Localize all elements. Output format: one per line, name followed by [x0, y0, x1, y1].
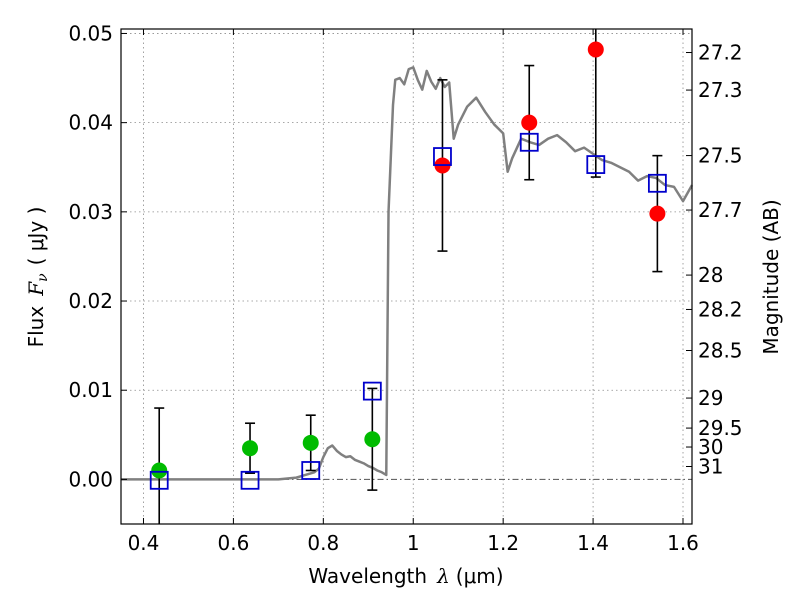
y2-tick-label: 28 — [698, 263, 723, 287]
y2-tick-label: 28.5 — [698, 338, 743, 362]
y-axis-label-subscript: ν — [35, 273, 51, 282]
y-axis-label-symbol: F — [24, 281, 48, 297]
data-point-circle — [587, 41, 604, 58]
grid — [121, 29, 692, 524]
x-tick-label: 1 — [407, 531, 420, 555]
data-point-circle — [302, 434, 319, 451]
data-point-square — [149, 470, 169, 490]
data-point-square — [433, 147, 452, 166]
data-point-square — [586, 155, 606, 174]
series — [121, 29, 694, 524]
y2-tick-label: 27.5 — [698, 144, 743, 168]
data-point-square — [362, 381, 382, 401]
y2-tick-label: 31 — [698, 455, 723, 479]
data-point-circle — [242, 440, 259, 457]
y-tick-label: 0.03 — [68, 200, 113, 224]
y2-tick-label: 29 — [698, 386, 723, 410]
model-spectrum-line — [121, 66, 694, 481]
data-point-square — [301, 461, 321, 480]
data-point-circle — [364, 431, 381, 448]
data-point-square — [519, 132, 539, 152]
y2-axis-label: Magnitude (AB) — [759, 199, 783, 354]
data-point-circle — [151, 462, 168, 479]
y-tick-label: 0.04 — [68, 111, 113, 135]
data-point-circle — [521, 114, 538, 131]
y2-tick-label: 27.3 — [698, 78, 743, 102]
y-tick-label: 0.05 — [68, 21, 113, 45]
x-axis-label-symbol: λ — [436, 564, 450, 588]
y2-tick-label: 30 — [698, 435, 723, 459]
x-tick-label: 1.2 — [487, 531, 519, 555]
x-tick-label: 0.4 — [128, 531, 160, 555]
data-point-square — [240, 470, 260, 490]
y-tick-label: 0.02 — [68, 289, 113, 313]
axes: 0.4 0.6 0.8 1 1.2 1.4 1.6 0.00 0.01 0.02 0.03 0.04 0… — [68, 21, 742, 555]
y-axis-label-prefix: Flux — [24, 306, 48, 348]
x-tick-label: 0.6 — [217, 531, 249, 555]
x-tick-label: 1.6 — [667, 531, 699, 555]
y2-tick-label: 27.2 — [698, 41, 743, 65]
y2-tick-label: 28.2 — [698, 297, 743, 321]
plot-frame — [120, 28, 693, 525]
x-axis-label-unit: (μm) — [456, 564, 504, 588]
y2-tick-label: 29.5 — [698, 416, 743, 440]
data-point-circle — [649, 205, 666, 222]
x-tick-label: 0.8 — [307, 531, 339, 555]
y-axis-label-unit: ( μJy ) — [24, 207, 48, 266]
y2-tick-label: 27.7 — [698, 198, 743, 222]
y-tick-label: 0.01 — [68, 378, 113, 402]
x-axis-label-prefix: Wavelength — [308, 564, 427, 588]
data-point-square — [647, 173, 667, 193]
x-axis-label: Wavelength λ (μm) — [308, 564, 503, 588]
y-axis-label: Flux Fν ( μJy ) — [24, 207, 51, 348]
y-tick-label: 0.00 — [68, 467, 113, 491]
x-tick-label: 1.4 — [577, 531, 609, 555]
